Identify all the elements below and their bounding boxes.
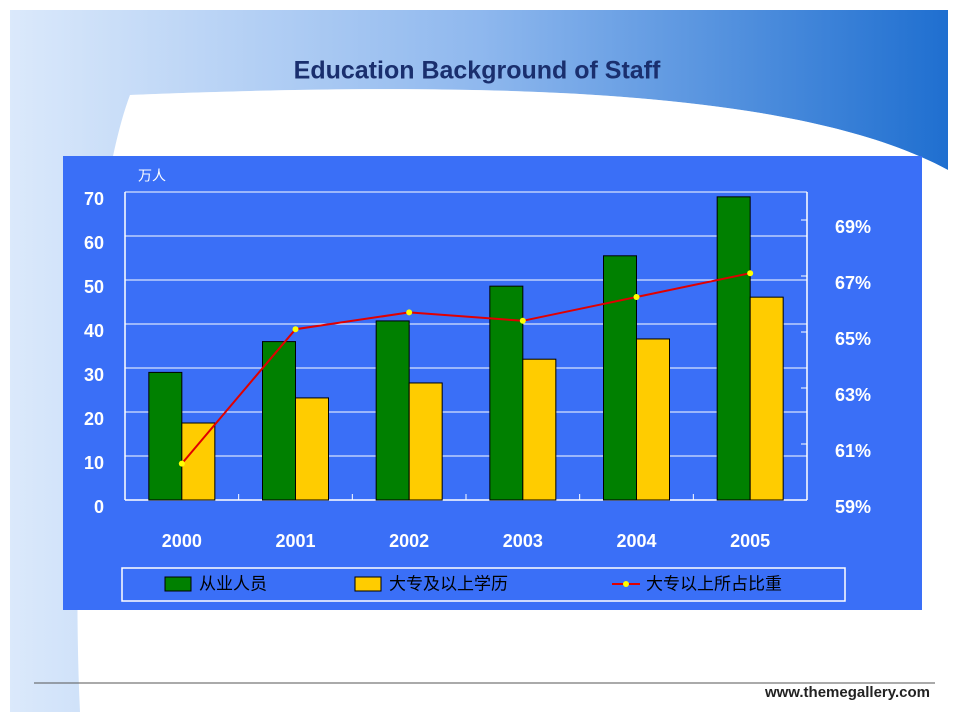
y-tick-label: 30 xyxy=(84,365,104,385)
footer: www.themegallery.com xyxy=(764,684,930,701)
y-tick-label: 60 xyxy=(84,233,104,253)
legend-swatch xyxy=(164,576,192,592)
y2-tick-label: 63% xyxy=(835,385,871,405)
legend-label: 大专及以上学历 xyxy=(389,574,508,593)
y-tick-label: 0 xyxy=(94,497,104,517)
background-swoosh xyxy=(10,10,948,712)
bar xyxy=(603,255,637,501)
plot: 0 10 20 30 40 50 60 70 59% 61% 63% 65% 67% 69% 2000 200… xyxy=(84,189,871,594)
y-tick-label: 10 xyxy=(84,453,104,473)
line-marker xyxy=(292,326,299,333)
bar xyxy=(148,371,183,501)
y2-tick-label: 65% xyxy=(835,329,871,349)
unit-label: 万人 xyxy=(138,168,166,184)
line-marker xyxy=(633,294,640,300)
bar xyxy=(375,320,410,501)
legend-box xyxy=(121,567,846,602)
legend-label: 从业人员 xyxy=(199,574,267,593)
bar xyxy=(636,338,670,501)
y-tick-label: 40 xyxy=(84,321,104,341)
x-tick-label: 2000 xyxy=(162,531,202,551)
x-tick-label: 2004 xyxy=(616,531,656,551)
chart-title: Education Background of Staff xyxy=(294,57,661,85)
line-marker xyxy=(178,460,185,467)
legend-marker xyxy=(623,581,629,587)
y-tick-label: 50 xyxy=(84,277,104,297)
bar xyxy=(408,382,443,501)
background-band xyxy=(125,89,948,215)
legend-label: 大专以上所占比重 xyxy=(646,574,782,593)
bar xyxy=(295,397,329,501)
x-tick-label: 2003 xyxy=(503,531,543,551)
x-tick-label: 2005 xyxy=(730,531,770,551)
bar xyxy=(716,196,751,501)
y2-tick-label: 61% xyxy=(835,441,871,461)
y-tick-label: 70 xyxy=(84,189,104,209)
bar xyxy=(262,341,296,501)
line-marker xyxy=(747,270,754,277)
bar xyxy=(522,358,557,501)
legend-swatch xyxy=(354,576,382,592)
bar xyxy=(749,296,784,501)
y2-tick-label: 67% xyxy=(835,273,871,293)
bar xyxy=(181,422,216,501)
x-tick-label: 2001 xyxy=(275,531,315,551)
line xyxy=(181,272,751,465)
line-marker xyxy=(519,317,526,324)
line-marker xyxy=(406,309,413,316)
y-tick-label: 20 xyxy=(84,409,104,429)
y2-tick-label: 69% xyxy=(835,217,871,237)
x-tick-label: 2002 xyxy=(389,531,429,551)
y2-tick-label: 59% xyxy=(835,497,871,517)
